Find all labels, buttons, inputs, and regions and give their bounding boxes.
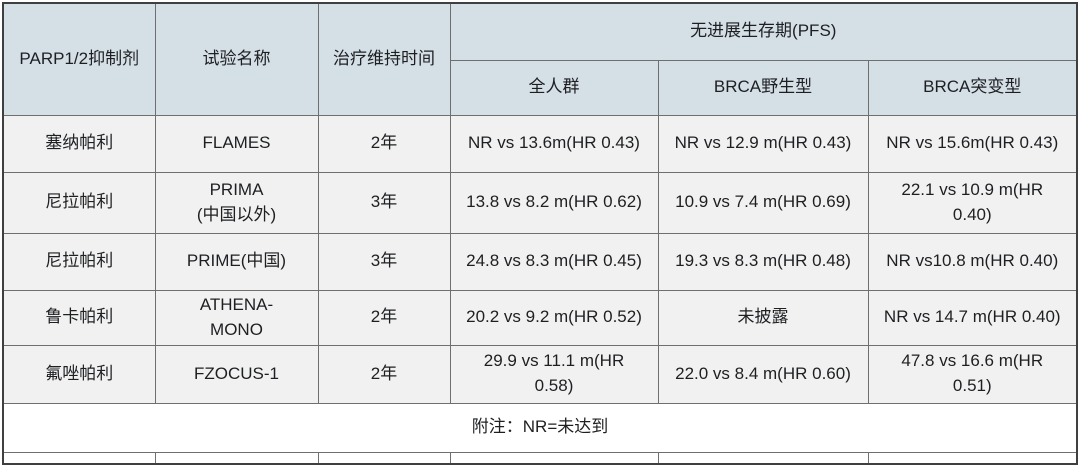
cell-trial: FZOCUS-1 — [154, 344, 319, 404]
cell-pfs-brca-mutant: NR vs10.8 m(HR 0.40) — [867, 232, 1078, 291]
cell-pfs-brca-mutant: NR vs 15.6m(HR 0.43) — [867, 114, 1078, 173]
partial-next-row — [2, 451, 1078, 465]
cell-trial: FLAMES — [154, 114, 319, 173]
column-header-duration: 治疗维持时间 — [317, 2, 451, 116]
cell-pfs-brca-wild: 未披露 — [657, 289, 869, 346]
cell-pfs-brca-mutant: NR vs 14.7 m(HR 0.40) — [867, 289, 1078, 346]
column-header-pfs-all: 全人群 — [449, 59, 659, 116]
table-row: 塞纳帕利 FLAMES 2年 NR vs 13.6m(HR 0.43) NR v… — [2, 114, 1078, 173]
cell-pfs-all: 13.8 vs 8.2 m(HR 0.62) — [449, 171, 659, 234]
cell-pfs-brca-mutant: 47.8 vs 16.6 m(HR 0.51) — [867, 344, 1078, 404]
cell-pfs-brca-wild: 10.9 vs 7.4 m(HR 0.69) — [657, 171, 869, 234]
cell-pfs-brca-mutant: 22.1 vs 10.9 m(HR 0.40) — [867, 171, 1078, 234]
header-row-sub: 全人群 BRCA野生型 BRCA突变型 — [3, 59, 1078, 116]
cell-pfs-brca-wild: NR vs 12.9 m(HR 0.43) — [657, 114, 869, 173]
cell-trial: PRIMA (中国以外) — [154, 171, 319, 234]
cell-inhibitor: 尼拉帕利 — [2, 171, 156, 234]
column-header-inhibitor: PARP1/2抑制剂 — [2, 2, 156, 116]
cell-duration: 2年 — [317, 289, 451, 346]
partial-row-cell — [657, 451, 869, 465]
cell-inhibitor: 塞纳帕利 — [2, 114, 156, 173]
cell-duration: 3年 — [317, 232, 451, 291]
partial-row-cell — [449, 451, 659, 465]
cell-pfs-brca-wild: 19.3 vs 8.3 m(HR 0.48) — [657, 232, 869, 291]
cell-inhibitor: 鲁卡帕利 — [2, 289, 156, 346]
table-row: 鲁卡帕利 ATHENA- MONO 2年 20.2 vs 9.2 m(HR 0.… — [2, 289, 1078, 346]
column-header-trial: 试验名称 — [154, 2, 319, 116]
cell-inhibitor: 氟唑帕利 — [2, 344, 156, 404]
cell-pfs-all: 29.9 vs 11.1 m(HR 0.58) — [449, 344, 659, 404]
partial-row-cell — [317, 451, 451, 465]
cell-duration: 2年 — [317, 344, 451, 404]
table-footnote: 附注：NR=未达到 — [2, 402, 1078, 453]
cell-pfs-brca-wild: 22.0 vs 8.4 m(HR 0.60) — [657, 344, 869, 404]
table-row: 尼拉帕利 PRIME(中国) 3年 24.8 vs 8.3 m(HR 0.45)… — [2, 232, 1078, 291]
cell-duration: 2年 — [317, 114, 451, 173]
cell-trial: PRIME(中国) — [154, 232, 319, 291]
column-header-pfs-brca-wild: BRCA野生型 — [657, 59, 869, 116]
cell-duration: 3年 — [317, 171, 451, 234]
column-header-pfs-brca-mutant: BRCA突变型 — [867, 59, 1078, 116]
cell-pfs-all: 24.8 vs 8.3 m(HR 0.45) — [449, 232, 659, 291]
cell-pfs-all: 20.2 vs 9.2 m(HR 0.52) — [449, 289, 659, 346]
partial-row-cell — [154, 451, 319, 465]
cell-inhibitor: 尼拉帕利 — [2, 232, 156, 291]
cell-trial: ATHENA- MONO — [154, 289, 319, 346]
table-row: 尼拉帕利 PRIMA (中国以外) 3年 13.8 vs 8.2 m(HR 0.… — [2, 171, 1078, 234]
partial-row-cell — [867, 451, 1078, 465]
column-header-pfs-group: 无进展生存期(PFS) — [449, 2, 1078, 61]
cell-pfs-all: NR vs 13.6m(HR 0.43) — [449, 114, 659, 173]
table-row: 氟唑帕利 FZOCUS-1 2年 29.9 vs 11.1 m(HR 0.58)… — [2, 344, 1078, 404]
header-row-group: PARP1/2抑制剂 试验名称 治疗维持时间 无进展生存期(PFS) — [2, 2, 1078, 116]
partial-row-cell — [2, 451, 156, 465]
footnote-row: 附注：NR=未达到 — [2, 402, 1078, 453]
